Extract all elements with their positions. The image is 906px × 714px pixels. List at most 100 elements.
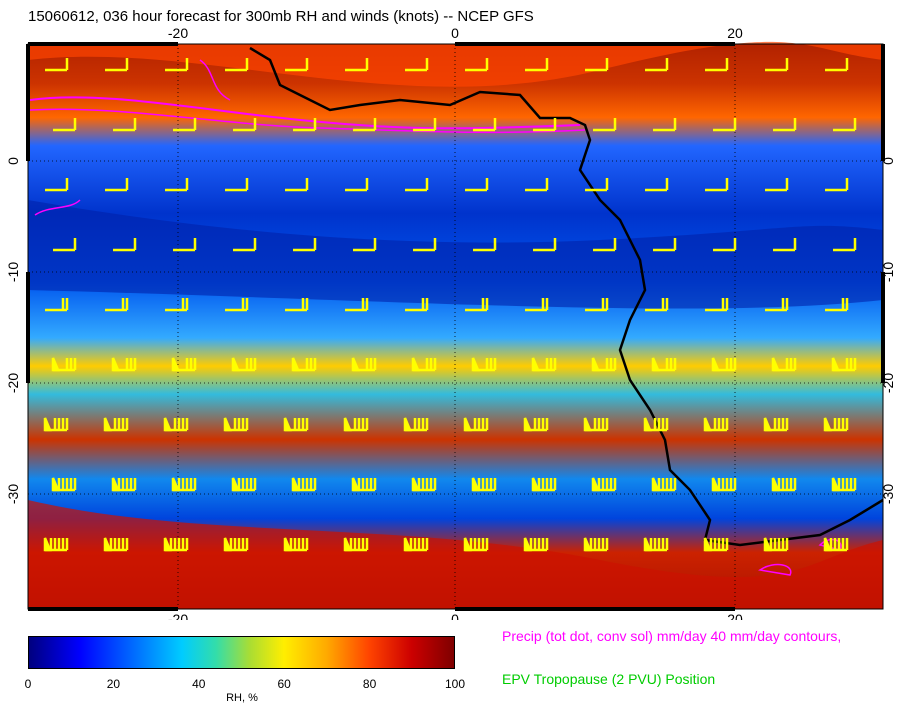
wind-barb: [225, 178, 249, 192]
precip-legend: Precip (tot dot, conv sol) mm/day 40 mm/…: [502, 628, 842, 644]
wind-barb: [713, 238, 737, 252]
wind-barb: [463, 417, 489, 432]
wind-barb: [163, 417, 189, 432]
wind-barb: [525, 298, 549, 312]
colorbar-tick: 0: [24, 677, 32, 691]
x-tick-label: 20: [727, 611, 743, 620]
map-plot-area: [26, 41, 885, 611]
wind-barb: [113, 118, 137, 132]
wind-barb: [343, 537, 369, 552]
wind-barb: [353, 118, 377, 132]
wind-barb: [825, 58, 849, 72]
x-tick-label: 0: [451, 25, 459, 41]
wind-barb: [43, 417, 69, 432]
precip-contours: [29, 59, 842, 576]
wind-barb: [471, 357, 497, 372]
wind-barb: [645, 58, 669, 72]
wind-barb: [413, 238, 437, 252]
wind-barb: [53, 238, 77, 252]
wind-barb: [465, 58, 489, 72]
wind-barb: [833, 118, 857, 132]
wind-barb: [411, 477, 437, 492]
tropopause-legend: EPV Tropopause (2 PVU) Position: [502, 671, 716, 687]
wind-barb: [165, 298, 189, 312]
wind-barb: [411, 357, 437, 372]
y-tick-label: 0: [5, 157, 21, 165]
wind-barb: [711, 477, 737, 492]
wind-barb: [765, 178, 789, 192]
wind-barb: [771, 477, 797, 492]
wind-barb: [103, 537, 129, 552]
wind-barb: [405, 58, 429, 72]
rh-colorbar: [28, 636, 455, 669]
wind-barb: [343, 417, 369, 432]
wind-barb: [523, 537, 549, 552]
colorbar-tick: 100: [444, 677, 466, 691]
wind-barb: [291, 357, 317, 372]
wind-barb: [43, 537, 69, 552]
wind-barb: [105, 178, 129, 192]
wind-barb: [585, 178, 609, 192]
wind-barb: [231, 357, 257, 372]
wind-barb: [345, 298, 369, 312]
wind-barb: [225, 58, 249, 72]
colorbar-tick: 60: [277, 677, 291, 691]
wind-barb: [111, 477, 137, 492]
wind-barb: [523, 417, 549, 432]
wind-barb: [163, 537, 189, 552]
y-tick-label: -10: [5, 262, 21, 282]
wind-barb: [653, 118, 677, 132]
wind-barb: [285, 298, 309, 312]
wind-barb: [405, 298, 429, 312]
x-tick-label: -20: [168, 25, 188, 41]
wind-barb: [583, 537, 609, 552]
wind-barb: [345, 58, 369, 72]
colorbar-tick: 80: [362, 677, 377, 691]
wind-barb: [103, 417, 129, 432]
wind-barb: [465, 298, 489, 312]
wind-barb: [233, 118, 257, 132]
y-tick-label: -30: [880, 484, 896, 504]
wind-barb: [653, 238, 677, 252]
wind-barb: [223, 537, 249, 552]
wind-barb: [643, 537, 669, 552]
colorbar-tick: 20: [106, 677, 121, 691]
wind-barb: [525, 178, 549, 192]
wind-barb: [405, 178, 429, 192]
wind-barb: [645, 178, 669, 192]
wind-barb: [771, 357, 797, 372]
wind-barb: [765, 58, 789, 72]
y-tick-label: -10: [880, 262, 896, 282]
wind-barb: [823, 417, 849, 432]
wind-barb: [291, 477, 317, 492]
wind-barb: [225, 298, 249, 312]
dry-tongue: [28, 200, 883, 309]
x-tick-label: -20: [168, 611, 188, 620]
wind-barb: [51, 357, 77, 372]
y-tick-label: 0: [880, 157, 896, 165]
wind-barb: [165, 178, 189, 192]
wind-barb: [765, 298, 789, 312]
wind-barb: [105, 58, 129, 72]
wind-barb: [825, 298, 849, 312]
wind-barb: [705, 178, 729, 192]
wind-barb: [283, 537, 309, 552]
wind-barb: [773, 118, 797, 132]
wind-barb: [583, 417, 609, 432]
wind-barb: [353, 238, 377, 252]
wind-barb: [111, 357, 137, 372]
wind-barb: [473, 238, 497, 252]
y-tick-label: -20: [5, 373, 21, 393]
wind-barb: [713, 118, 737, 132]
wind-barb: [823, 537, 849, 552]
wind-barb: [593, 238, 617, 252]
wind-barb: [345, 178, 369, 192]
wind-barb: [473, 118, 497, 132]
wind-barb: [45, 298, 69, 312]
wind-barb: [645, 298, 669, 312]
wind-barb: [51, 477, 77, 492]
wind-barb: [705, 298, 729, 312]
y-tick-label: -20: [880, 373, 896, 393]
wind-barb: [231, 477, 257, 492]
x-tick-label: 20: [727, 25, 743, 41]
